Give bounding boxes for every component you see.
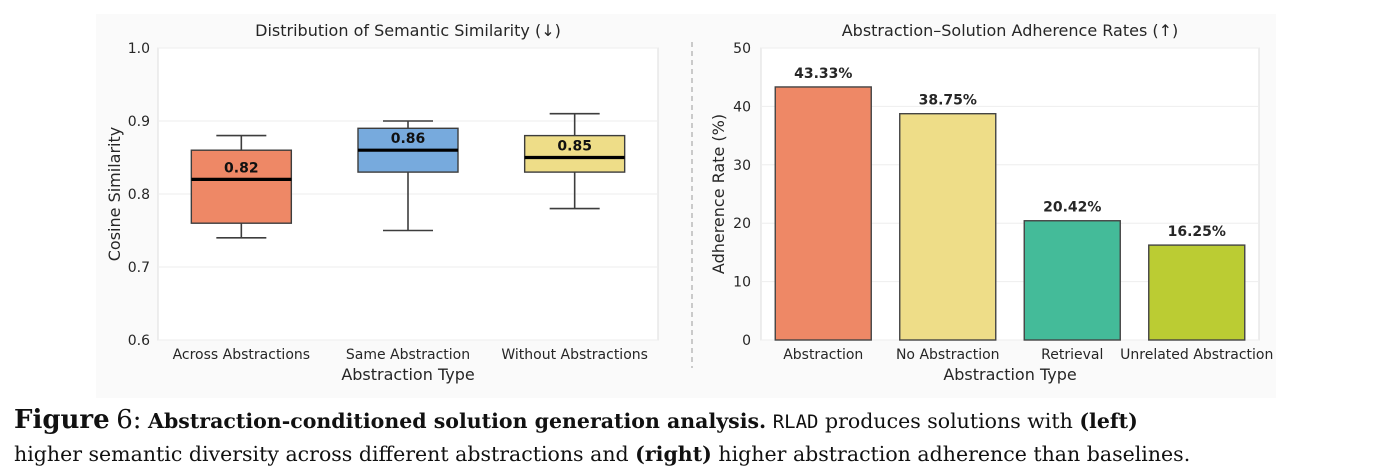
box-plot-x-ticks: Across Abstractions Same Abstraction Witho… [173,347,648,363]
box-1: 0.82 [190,134,293,239]
bar-chart-y-axis-label: Adherence Rate (%) [709,114,728,274]
box-plot-y-tick-label: 0.7 [128,260,150,276]
box-plot-x-axis-label: Abstraction Type [341,365,474,384]
bar-chart-x-tick-label: Retrieval [1041,347,1103,363]
caption-figure-number: 6: [116,405,142,435]
bar-1: 43.33% [774,66,872,341]
box-plot-y-tick-label: 0.6 [128,333,150,349]
caption-method-name: RLAD [772,411,819,433]
box-2: 0.86 [357,120,459,232]
bar-chart-bars: 43.33% 38.75% 20.42% 16.25% [774,66,1246,341]
caption-bold-title: Abstraction-conditioned solution generat… [148,409,767,433]
box-plot-boxes: 0.82 0.86 0.85 [190,112,626,239]
box-median-label: 0.86 [391,131,426,147]
bar [1023,220,1121,341]
bar-chart-y-tick-label: 40 [733,99,751,115]
box-plot-x-tick-label: Same Abstraction [346,347,470,363]
bar-chart-x-tick-label: Abstraction [783,347,863,363]
bar-chart-x-ticks: Abstraction No Abstraction Retrieval Unrela… [783,347,1273,363]
box-median-label: 0.82 [224,160,259,176]
box-plot-panel: 0.6 0.7 0.8 0.9 1.0 0.82 0.86 0.85 Across Abst… [105,21,659,384]
bar-chart-y-tick-label: 10 [733,275,751,291]
box-plot-y-axis-label: Cosine Similarity [105,127,124,261]
box-iqr [523,134,626,173]
bar-chart-y-tick-label: 50 [733,41,751,57]
bar-chart-y-tick-label: 30 [733,158,751,174]
box-plot-y-tick-label: 1.0 [128,41,150,57]
caption-text-3: higher abstraction adherence than baseli… [718,442,1191,466]
caption-line-2: higher semantic diversity across differe… [14,438,1374,470]
bar-chart-y-tick-label: 0 [742,333,751,349]
bar-4: 16.25% [1148,224,1246,341]
caption-text-2: higher semantic diversity across differe… [14,442,629,466]
bar-chart-y-tick-label: 20 [733,216,751,232]
box-plot-x-tick-label: Across Abstractions [173,347,310,363]
caption-figure-label: Figure [14,405,110,435]
bar-value-label: 43.33% [794,66,852,82]
box-3: 0.85 [523,112,626,210]
bar-3: 20.42% [1023,200,1121,341]
box-plot-title: Distribution of Semantic Similarity (↓) [255,21,561,40]
figure: 0.6 0.7 0.8 0.9 1.0 0.82 0.86 0.85 Across Abst… [105,21,1274,384]
bar [1148,244,1246,341]
caption-line-1: Figure 6: Abstraction-conditioned soluti… [14,404,1374,438]
bar-value-label: 16.25% [1168,224,1226,240]
figure-caption: Figure 6: Abstraction-conditioned soluti… [14,404,1374,470]
box-plot-y-ticks: 0.6 0.7 0.8 0.9 1.0 [128,41,150,349]
box-plot-y-tick-label: 0.8 [128,187,150,203]
bar-value-label: 38.75% [919,93,977,109]
box-plot-x-tick-label: Without Abstractions [501,347,648,363]
caption-text-1: produces solutions with [825,409,1073,433]
box-iqr [190,149,293,224]
box-plot-y-tick-label: 0.9 [128,114,150,130]
bar [774,86,872,341]
bar-value-label: 20.42% [1043,200,1101,216]
bar-chart-x-axis-label: Abstraction Type [943,365,1076,384]
caption-bold-right: (right) [635,442,712,466]
caption-bold-left: (left) [1079,409,1138,433]
bar-chart-panel: 0 10 20 30 40 50 43.33% 38.75% 20.42% 16.25% Abs… [709,21,1273,384]
bar-chart-x-tick-label: Unrelated Abstraction [1120,347,1273,363]
bar [899,112,997,341]
bar-chart-x-tick-label: No Abstraction [896,347,1000,363]
box-median-label: 0.85 [557,139,592,155]
bar-2: 38.75% [899,93,997,341]
bar-chart-title: Abstraction–Solution Adherence Rates (↑) [842,21,1179,40]
bar-chart-y-ticks: 0 10 20 30 40 50 [733,41,751,349]
